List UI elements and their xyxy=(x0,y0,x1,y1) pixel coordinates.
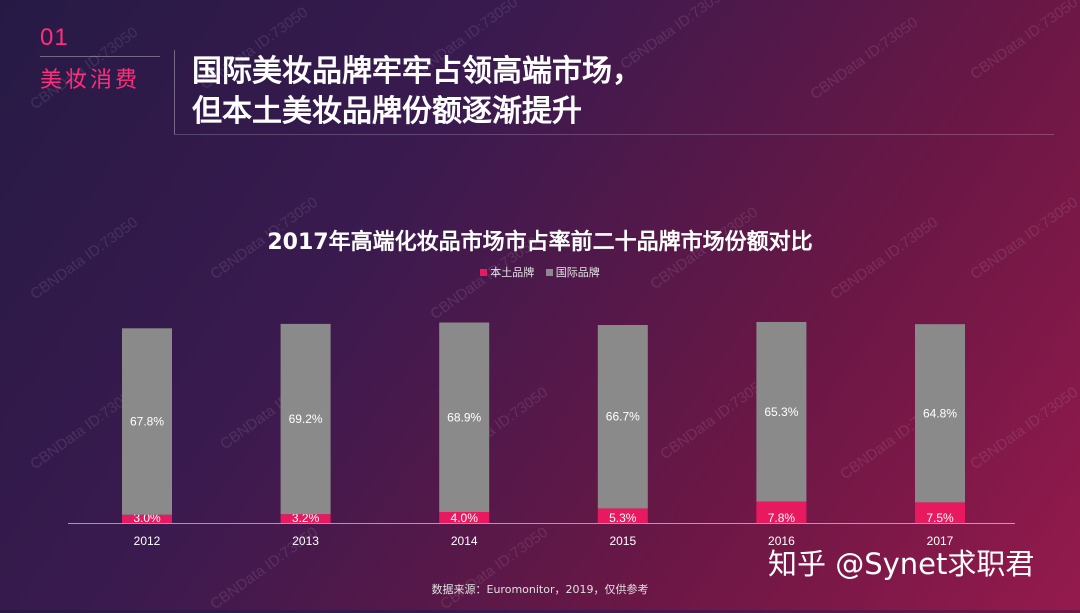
value-label-intl-2012: 67.8% xyxy=(130,415,164,429)
bar-intl-2016 xyxy=(756,321,807,502)
header-horizontal-divider xyxy=(174,134,1054,135)
value-label-local-2013: 3.2% xyxy=(292,511,320,525)
value-label-intl-2015: 66.7% xyxy=(606,410,640,424)
legend-swatch-intl xyxy=(545,268,553,276)
headline-line-2: 但本土美妆品牌份额逐渐提升 xyxy=(192,94,582,129)
x-tick-2015: 2015 xyxy=(609,534,636,548)
header-vertical-divider xyxy=(174,50,175,134)
value-label-intl-2013: 69.2% xyxy=(289,412,323,426)
value-label-local-2016: 7.8% xyxy=(768,511,796,525)
legend-item-intl: 国际品牌 xyxy=(545,264,600,280)
x-tick-2012: 2012 xyxy=(134,534,161,548)
bar-local-2014 xyxy=(439,512,490,523)
chart-title: 2017年高端化妆品市场市占率前二十品牌市场份额对比 xyxy=(267,230,813,255)
bar-intl-2014 xyxy=(439,322,490,512)
legend-label-intl: 国际品牌 xyxy=(555,266,600,279)
legend-swatch-local xyxy=(480,268,488,276)
value-label-intl-2016: 65.3% xyxy=(764,405,798,419)
section-divider xyxy=(40,56,160,57)
bar-intl-2013 xyxy=(280,323,331,515)
bar-local-2016 xyxy=(756,501,807,523)
bar-local-2015 xyxy=(597,508,648,523)
bar-local-2013 xyxy=(280,514,331,523)
data-source-note: 数据来源：Euromonitor，2019，仅供参考 xyxy=(431,583,649,596)
x-tick-2017: 2017 xyxy=(927,534,954,548)
x-tick-2014: 2014 xyxy=(451,534,478,548)
author-credit: 知乎 @Synet求职君 xyxy=(768,547,1035,581)
bar-intl-2017 xyxy=(915,324,965,503)
page-headline: 国际美妆品牌牢牢占领高端市场， 但本土美妆品牌份额逐渐提升 xyxy=(192,52,1032,132)
section-name: 美妆消费 xyxy=(40,68,141,93)
x-tick-2013: 2013 xyxy=(292,534,319,548)
bar-local-2012 xyxy=(122,514,172,523)
x-tick-2016: 2016 xyxy=(768,534,795,548)
bar-intl-2015 xyxy=(597,325,648,509)
value-label-intl-2017: 64.8% xyxy=(923,406,957,420)
value-label-local-2014: 4.0% xyxy=(451,511,479,525)
headline-line-1: 国际美妆品牌牢牢占领高端市场， xyxy=(192,54,642,89)
bar-local-2017 xyxy=(915,502,965,523)
legend-item-local: 本土品牌 xyxy=(480,264,534,280)
section-number: 01 xyxy=(40,24,69,51)
value-label-local-2015: 5.3% xyxy=(609,511,637,525)
chart-legend: 本土品牌 国际品牌 xyxy=(0,264,1080,280)
bar-intl-2012 xyxy=(122,328,172,515)
value-label-intl-2014: 68.9% xyxy=(447,410,481,424)
legend-label-local: 本土品牌 xyxy=(490,266,535,279)
value-label-local-2017: 7.5% xyxy=(926,511,954,525)
